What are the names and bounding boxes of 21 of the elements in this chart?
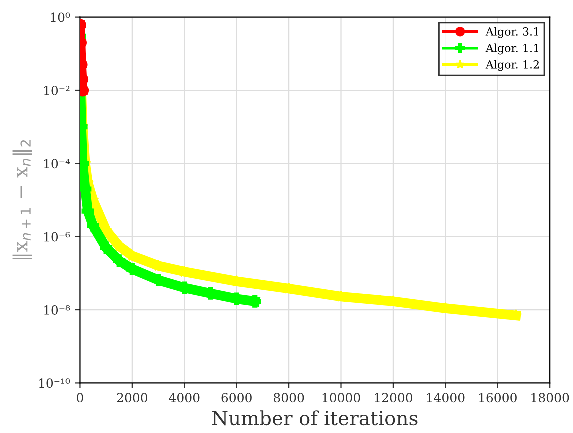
- y-tick-label: 10⁻¹⁰: [39, 378, 70, 388]
- y-tick-label: 10⁻²: [44, 86, 70, 96]
- x-tick-label: 8000: [274, 393, 304, 403]
- legend-label: Algor. 1.1: [486, 44, 539, 55]
- x-tick-label: 0: [77, 393, 84, 403]
- y-tick-label: 10⁻⁸: [44, 306, 70, 315]
- y-axis-title: ‖x$_{n+1}$ − x$_{n}$‖$_{2}$: [12, 140, 32, 260]
- y-tick-label: 10⁻⁶: [44, 232, 70, 242]
- x-tick-label: 14000: [427, 393, 465, 403]
- y-tick-label: 10⁰: [51, 12, 70, 22]
- x-tick-label: 6000: [222, 393, 252, 403]
- x-tick-label: 16000: [480, 393, 517, 403]
- x-tick-label: 10000: [322, 393, 360, 403]
- x-tick-label: 2000: [117, 393, 148, 403]
- x-tick-label: 18000: [532, 393, 570, 403]
- y-tick-label: 10⁻⁴: [44, 159, 70, 169]
- x-axis-title: Number of iterations: [212, 410, 418, 426]
- legend-label: Algor. 3.1: [486, 27, 539, 38]
- legend-label: Algor. 1.2: [486, 60, 539, 72]
- x-tick-label: 12000: [375, 393, 413, 403]
- x-tick-label: 4000: [169, 393, 200, 403]
